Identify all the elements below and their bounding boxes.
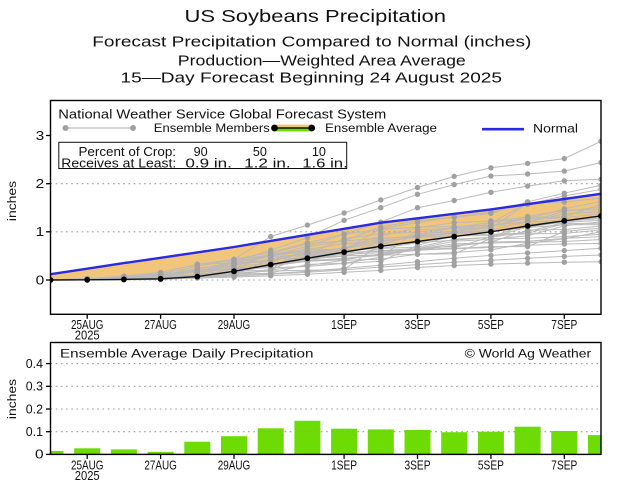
svg-text:inches: inches xyxy=(5,379,19,419)
svg-text:0.3: 0.3 xyxy=(26,380,43,394)
svg-text:Ensemble Average Daily Precipi: Ensemble Average Daily Precipitation xyxy=(60,346,314,360)
svg-text:3: 3 xyxy=(36,129,45,143)
svg-text:29AUG: 29AUG xyxy=(218,459,251,473)
svg-text:50: 50 xyxy=(253,145,267,159)
svg-text:Ensemble Members: Ensemble Members xyxy=(154,121,270,135)
svg-text:7SEP: 7SEP xyxy=(551,318,577,332)
svg-text:29AUG: 29AUG xyxy=(218,318,251,332)
svg-text:0.2: 0.2 xyxy=(26,402,43,416)
svg-text:National Weather Service Globa: National Weather Service Global Forecast… xyxy=(58,107,386,122)
svg-text:2025: 2025 xyxy=(75,329,100,343)
svg-text:0.1: 0.1 xyxy=(26,425,43,439)
svg-text:27AUG: 27AUG xyxy=(144,459,177,473)
svg-text:0: 0 xyxy=(36,273,45,287)
svg-text:Percent of Crop:: Percent of Crop: xyxy=(79,145,177,159)
svg-text:0.9 in.: 0.9 in. xyxy=(185,156,232,170)
svg-text:US Soybeans Precipitation: US Soybeans Precipitation xyxy=(185,6,447,26)
svg-text:3SEP: 3SEP xyxy=(405,318,431,332)
svg-text:1.6 in.: 1.6 in. xyxy=(302,156,348,170)
svg-text:1SEP: 1SEP xyxy=(331,459,357,473)
svg-text:Receives at Least:: Receives at Least: xyxy=(61,156,176,170)
svg-text:1SEP: 1SEP xyxy=(331,318,357,332)
svg-text:0.4: 0.4 xyxy=(26,357,43,371)
svg-text:10: 10 xyxy=(312,145,326,159)
svg-text:Normal: Normal xyxy=(533,122,578,136)
svg-text:Production—Weighted Area Avera: Production—Weighted Area Average xyxy=(178,52,466,69)
svg-text:inches: inches xyxy=(5,181,19,221)
svg-text:2: 2 xyxy=(36,177,45,191)
svg-text:5SEP: 5SEP xyxy=(478,459,504,473)
svg-text:Forecast Precipitation Compare: Forecast Precipitation Compared to Norma… xyxy=(92,33,531,50)
svg-text:27AUG: 27AUG xyxy=(144,318,177,332)
svg-text:1.2 in.: 1.2 in. xyxy=(244,156,291,170)
svg-text:5SEP: 5SEP xyxy=(478,318,504,332)
svg-text:15—Day Forecast Beginning 24 A: 15—Day Forecast Beginning 24 August 2025 xyxy=(121,70,503,87)
svg-text:25AUG: 25AUG xyxy=(71,318,104,332)
svg-text:7SEP: 7SEP xyxy=(551,459,577,473)
svg-text:0: 0 xyxy=(35,448,44,462)
svg-text:90: 90 xyxy=(194,145,208,159)
svg-text:Ensemble Average: Ensemble Average xyxy=(325,121,437,135)
svg-text:25AUG: 25AUG xyxy=(71,459,104,473)
svg-text:1: 1 xyxy=(36,225,45,239)
svg-text:3SEP: 3SEP xyxy=(405,459,431,473)
svg-text:© World Ag Weather: © World Ag Weather xyxy=(465,346,591,360)
svg-text:2025: 2025 xyxy=(75,469,100,483)
